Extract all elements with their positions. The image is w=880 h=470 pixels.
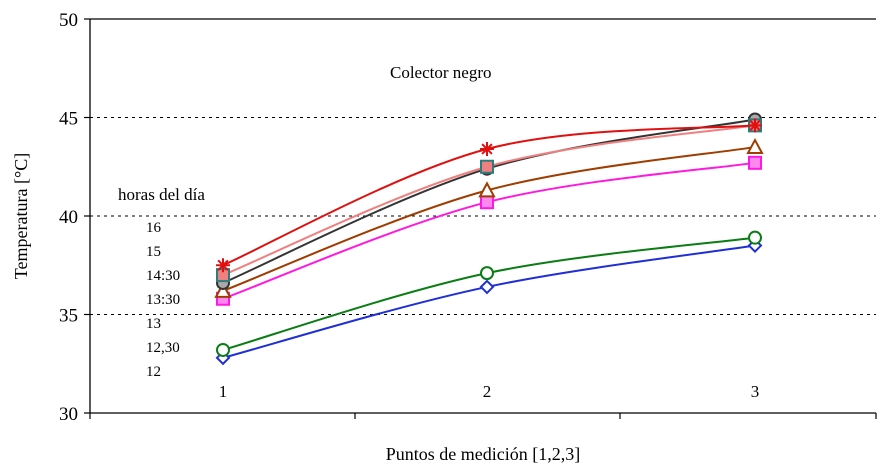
y-ticks: 30 35 40 45 50 <box>59 10 90 425</box>
legend-title: horas del día <box>118 185 205 204</box>
circle-marker <box>748 230 762 245</box>
y-tick-label: 35 <box>59 306 78 327</box>
legend-entry: 12,30 <box>146 340 180 356</box>
square-marker <box>480 159 494 174</box>
legend-entry: 12 <box>146 364 161 380</box>
diamond-marker <box>479 279 495 295</box>
y-tick-label: 50 <box>59 10 78 31</box>
y-tick-label: 40 <box>59 207 78 228</box>
square-marker <box>748 155 762 170</box>
square-marker <box>480 195 494 210</box>
gridlines <box>90 117 876 315</box>
circle-marker <box>216 342 230 357</box>
star-marker <box>480 142 494 157</box>
triangle-marker <box>746 137 764 155</box>
legend-entry: 13:30 <box>146 292 180 308</box>
legend-entry: 15 <box>146 244 161 260</box>
triangle-marker <box>214 281 232 298</box>
chart-title: Colector negro <box>390 63 492 82</box>
legend-entry: 13 <box>146 316 161 332</box>
series-16 <box>216 118 762 273</box>
x-tick-label: 2 <box>483 382 492 401</box>
triangle-marker <box>478 181 496 198</box>
legend-entry: 14:30 <box>146 268 180 284</box>
circle-marker <box>480 266 494 281</box>
y-axis-label: Temperatura [°C] <box>11 153 31 279</box>
star-marker <box>748 118 762 133</box>
star-marker <box>216 258 230 273</box>
x-ticks: 1 2 3 <box>89 382 877 419</box>
x-axis-label: Puntos de medición [1,2,3] <box>386 444 580 464</box>
series-12 <box>215 238 763 366</box>
legend: 16 15 14:30 13:30 13 12,30 12 <box>146 220 180 380</box>
y-tick-label: 45 <box>59 109 78 130</box>
series-14-30 <box>214 137 764 298</box>
legend-entry: 16 <box>146 220 162 236</box>
y-tick-label: 30 <box>59 404 78 425</box>
x-tick-label: 3 <box>751 382 760 401</box>
x-tick-label: 1 <box>219 382 228 401</box>
series-12-30 <box>216 230 762 357</box>
series-group <box>214 112 764 366</box>
